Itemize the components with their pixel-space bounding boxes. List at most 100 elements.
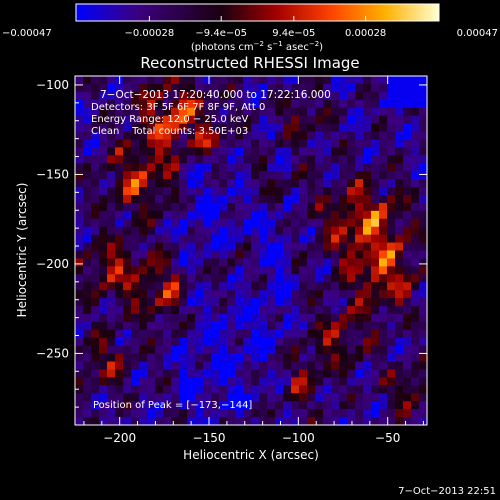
heatmap-cell bbox=[315, 123, 324, 133]
heatmap-cell bbox=[235, 337, 244, 347]
heatmap-cell bbox=[163, 361, 172, 371]
heatmap-cell bbox=[147, 155, 156, 164]
heatmap-cell bbox=[283, 139, 292, 148]
heatmap-cell bbox=[283, 194, 292, 204]
heatmap-cell bbox=[387, 353, 396, 363]
heatmap-cell bbox=[371, 139, 380, 148]
heatmap-cell bbox=[115, 179, 124, 188]
heatmap-cell bbox=[75, 298, 84, 307]
heatmap-cell bbox=[291, 91, 300, 101]
heatmap-cell bbox=[403, 393, 412, 402]
heatmap-cell bbox=[115, 139, 124, 148]
heatmap-cell bbox=[75, 337, 84, 347]
heatmap-cell bbox=[355, 218, 364, 228]
heatmap-cell bbox=[371, 369, 380, 379]
heatmap-cell bbox=[211, 194, 220, 204]
heatmap-cell bbox=[387, 409, 396, 418]
heatmap-cell bbox=[267, 123, 276, 133]
heatmap-cell bbox=[379, 369, 388, 379]
heatmap-cell bbox=[387, 171, 396, 180]
heatmap-cell bbox=[363, 115, 372, 125]
heatmap-cell bbox=[403, 91, 412, 101]
heatmap-cell bbox=[171, 234, 180, 244]
heatmap-cell bbox=[187, 377, 196, 386]
heatmap-cell bbox=[139, 83, 148, 93]
heatmap-cell bbox=[395, 163, 404, 172]
heatmap-cell bbox=[139, 242, 148, 252]
heatmap-cell bbox=[371, 115, 380, 125]
heatmap-cell bbox=[179, 234, 188, 244]
heatmap-cell bbox=[107, 313, 116, 323]
heatmap-cell bbox=[115, 266, 124, 275]
heatmap-cell bbox=[275, 91, 284, 101]
heatmap-cell bbox=[403, 115, 412, 125]
heatmap-cell bbox=[323, 194, 332, 204]
heatmap-cell bbox=[331, 266, 340, 275]
heatmap-cell bbox=[403, 147, 412, 156]
heatmap-cell bbox=[379, 250, 388, 260]
heatmap-cell bbox=[75, 409, 84, 418]
heatmap-cell bbox=[379, 409, 388, 418]
heatmap-cell bbox=[99, 329, 108, 339]
heatmap-cell bbox=[299, 210, 308, 220]
heatmap-cell bbox=[131, 76, 140, 85]
heatmap-cell bbox=[147, 337, 156, 347]
heatmap-cell bbox=[251, 202, 260, 212]
colorbar-tick-label: 9.4e−05 bbox=[272, 28, 315, 39]
heatmap-cell bbox=[299, 282, 308, 291]
heatmap-cell bbox=[395, 282, 404, 291]
heatmap-cell bbox=[99, 393, 108, 402]
heatmap-cell bbox=[91, 242, 100, 252]
heatmap-cell bbox=[203, 163, 212, 172]
heatmap-cell bbox=[363, 321, 372, 331]
heatmap-cell bbox=[283, 250, 292, 260]
heatmap-cell bbox=[371, 210, 380, 220]
heatmap-cell bbox=[107, 76, 116, 85]
heatmap-cell bbox=[115, 353, 124, 363]
heatmap-cell bbox=[75, 218, 84, 228]
heatmap-cell bbox=[203, 99, 212, 109]
heatmap-cell bbox=[163, 298, 172, 307]
heatmap-cell bbox=[147, 401, 156, 410]
heatmap-cell bbox=[379, 115, 388, 125]
heatmap-cell bbox=[163, 139, 172, 148]
heatmap-cell bbox=[163, 234, 172, 244]
heatmap-cell bbox=[387, 274, 396, 283]
heatmap-cell bbox=[275, 210, 284, 220]
heatmap-cell bbox=[371, 298, 380, 307]
heatmap-cell bbox=[419, 369, 427, 379]
heatmap-cell bbox=[147, 282, 156, 291]
heatmap-cell bbox=[107, 298, 116, 307]
heatmap-cell bbox=[355, 179, 364, 188]
heatmap-cell bbox=[267, 329, 276, 339]
heatmap-cell bbox=[259, 290, 268, 299]
heatmap-cell bbox=[387, 131, 396, 141]
heatmap-cell bbox=[227, 266, 236, 275]
heatmap-cell bbox=[211, 76, 220, 85]
heatmap-cell bbox=[91, 306, 100, 315]
heatmap-cell bbox=[99, 274, 108, 283]
heatmap-cell bbox=[291, 202, 300, 212]
heatmap-cell bbox=[83, 155, 92, 164]
heatmap-cell bbox=[419, 163, 427, 172]
heatmap-cell bbox=[99, 337, 108, 347]
heatmap-cell bbox=[347, 306, 356, 315]
heatmap-cell bbox=[99, 298, 108, 307]
heatmap-cell bbox=[187, 321, 196, 331]
heatmap-cell bbox=[83, 345, 92, 355]
heatmap-cell bbox=[387, 202, 396, 212]
heatmap-cell bbox=[371, 83, 380, 93]
heatmap-cell bbox=[299, 187, 308, 196]
heatmap-cell bbox=[83, 409, 92, 418]
heatmap-cell bbox=[291, 353, 300, 363]
heatmap-cell bbox=[347, 377, 356, 386]
heatmap-cell bbox=[395, 290, 404, 299]
heatmap-cell bbox=[315, 250, 324, 260]
heatmap-cell bbox=[211, 155, 220, 164]
heatmap-cell bbox=[251, 179, 260, 188]
heatmap-cell bbox=[307, 139, 316, 148]
heatmap-cell bbox=[171, 179, 180, 188]
heatmap-cell bbox=[83, 210, 92, 220]
heatmap-cell bbox=[275, 242, 284, 252]
heatmap-cell bbox=[291, 139, 300, 148]
